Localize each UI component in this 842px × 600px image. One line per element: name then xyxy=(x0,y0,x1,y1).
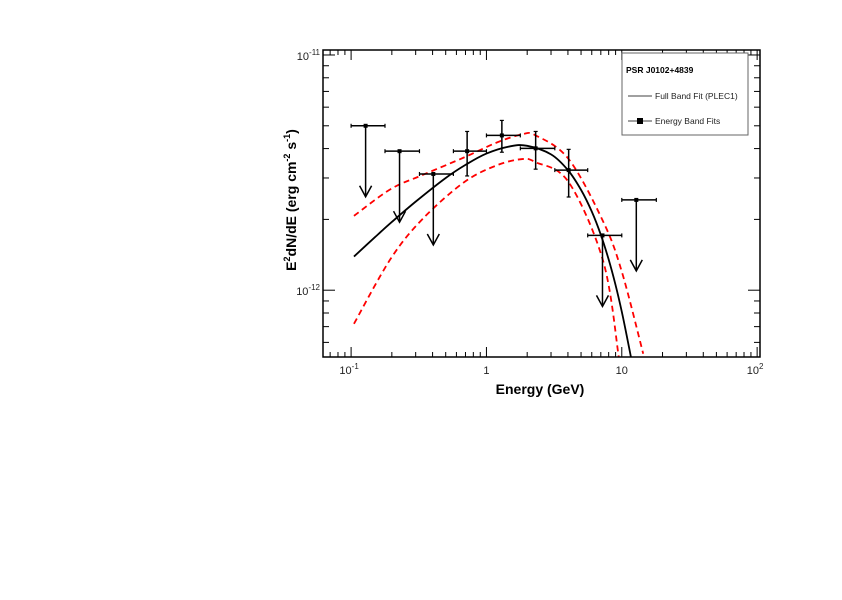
point-marker xyxy=(600,233,605,238)
point-marker xyxy=(397,149,402,154)
y-tick-label: 10-11 xyxy=(297,48,321,63)
upper-limit xyxy=(621,197,657,273)
x-tick-label: 102 xyxy=(747,362,764,377)
curves-layer xyxy=(353,131,645,357)
x-tick-label: 1 xyxy=(483,365,489,377)
legend-title: PSR J0102+4839 xyxy=(626,65,694,75)
band-upper-line xyxy=(353,131,645,354)
upper-limit xyxy=(384,149,421,224)
data-point xyxy=(452,130,488,177)
y-tick-label: 10-12 xyxy=(296,283,320,298)
data-point xyxy=(519,130,556,170)
upper-limit xyxy=(587,233,623,308)
legend-entry-bands: Energy Band Fits xyxy=(655,116,720,126)
data-point xyxy=(485,119,521,153)
x-axis-label: Energy (GeV) xyxy=(496,381,585,397)
upper-limit xyxy=(418,171,455,247)
data-point xyxy=(554,148,589,198)
arrow-down-icon xyxy=(426,233,440,247)
arrow-down-icon xyxy=(595,295,610,308)
x-tick-label: 10 xyxy=(616,365,628,377)
point-marker xyxy=(566,168,571,173)
point-marker xyxy=(634,197,639,202)
arrow-down-icon xyxy=(629,259,643,273)
point-marker xyxy=(499,133,504,138)
band-lower-line xyxy=(353,157,620,357)
data-points-layer xyxy=(350,119,657,308)
point-marker xyxy=(465,149,470,154)
upper-limit xyxy=(350,123,386,199)
y-axis-label: E2dN/dE (erg cm-2 s-1) xyxy=(282,129,299,271)
point-marker xyxy=(431,171,436,176)
legend: PSR J0102+4839 Full Band Fit (PLEC1) Ene… xyxy=(621,52,749,136)
point-marker xyxy=(363,123,368,128)
point-marker xyxy=(533,146,538,151)
x-tick-label: 10-1 xyxy=(339,362,359,377)
legend-entry-fit: Full Band Fit (PLEC1) xyxy=(655,91,738,101)
legend-marker-swatch xyxy=(637,118,643,124)
plot-frame xyxy=(322,49,761,358)
arrow-down-icon xyxy=(392,210,407,224)
fit-curve-line xyxy=(353,144,632,357)
arrow-down-icon xyxy=(358,185,373,199)
